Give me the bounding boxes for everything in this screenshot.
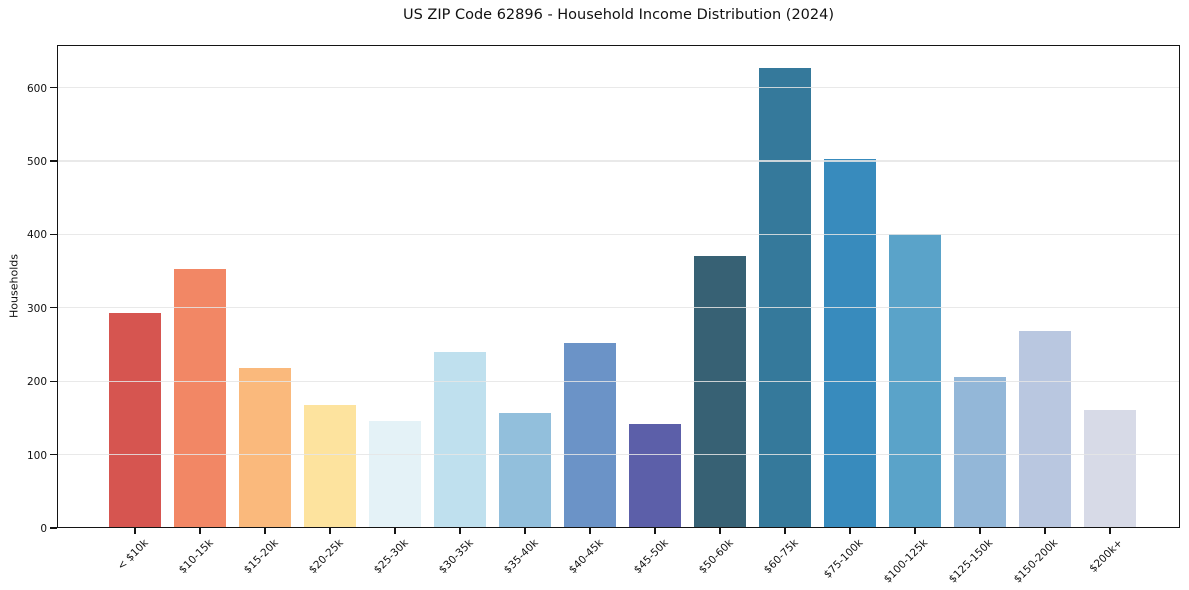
x-tick-label: $30-35k (436, 537, 476, 577)
gridline (57, 454, 1180, 456)
x-tick-mark (589, 528, 591, 534)
x-tick-mark (654, 528, 656, 534)
x-tick-label: $200k+ (1087, 537, 1126, 575)
chart-title: US ZIP Code 62896 - Household Income Dis… (402, 7, 835, 23)
bar (434, 351, 486, 528)
x-tick-label: $50-60k (696, 537, 736, 577)
x-tick-label: $15-20k (241, 537, 281, 577)
bar (629, 423, 681, 528)
x-tick-mark (1109, 528, 1111, 534)
x-tick-mark (914, 528, 916, 534)
bar (954, 376, 1006, 528)
x-tick-label: $60-75k (761, 537, 801, 577)
x-tick-label: $20-25k (306, 537, 346, 577)
x-tick-mark (979, 528, 981, 534)
gridline (57, 380, 1180, 382)
y-tick-label: 600 (26, 82, 47, 95)
x-tick-mark (784, 528, 786, 534)
bar (759, 67, 811, 528)
x-tick-label: $10-15k (176, 537, 216, 577)
gridline (57, 233, 1180, 235)
x-tick-label: $125-150k (946, 537, 996, 586)
y-tick-label: 400 (26, 229, 47, 242)
x-tick-mark (719, 528, 721, 534)
bar (824, 158, 876, 528)
y-tick-label: 100 (26, 449, 47, 462)
y-tick-mark (50, 454, 57, 456)
x-tick-label: $35-40k (501, 537, 541, 577)
x-tick-label: $45-50k (631, 537, 671, 577)
x-tick-mark (329, 528, 331, 534)
x-tick-mark (459, 528, 461, 534)
y-tick-mark (50, 380, 57, 382)
x-tick-mark (264, 528, 266, 534)
y-tick-label: 200 (26, 376, 47, 389)
x-tick-mark (1044, 528, 1046, 534)
gridline (57, 307, 1180, 309)
x-tick-label: $40-45k (566, 537, 606, 577)
bar (564, 343, 616, 528)
y-tick-mark (50, 527, 57, 529)
x-tick-label: $150-200k (1011, 537, 1061, 586)
y-tick-label: 0 (40, 523, 47, 535)
bar (304, 404, 356, 528)
y-tick-label: 300 (26, 302, 47, 315)
x-tick-mark (199, 528, 201, 534)
bar (1019, 331, 1071, 528)
x-tick-label: < $10k (114, 537, 151, 573)
gridline (57, 160, 1180, 162)
x-tick-mark (524, 528, 526, 534)
bar (174, 268, 226, 528)
y-tick-label: 500 (26, 155, 47, 168)
bar (1084, 409, 1136, 528)
gridline (57, 87, 1180, 89)
bar (694, 255, 746, 528)
x-tick-label: $100-125k (881, 537, 931, 586)
y-tick-mark (50, 307, 57, 309)
x-tick-mark (394, 528, 396, 534)
x-tick-label: $25-30k (371, 537, 411, 577)
y-tick-mark (50, 233, 57, 235)
bar (499, 412, 551, 528)
bar (239, 367, 291, 528)
x-tick-mark (134, 528, 136, 534)
y-tick-mark (50, 87, 57, 89)
x-tick-label: $75-100k (821, 537, 866, 581)
plot-area: 0 100 200 300 400 500 600 < $10k $10-15k $15-20k $… (27, 45, 1180, 586)
bar (369, 420, 421, 528)
x-tick-mark (849, 528, 851, 534)
bar (109, 312, 161, 528)
y-tick-mark (50, 160, 57, 162)
